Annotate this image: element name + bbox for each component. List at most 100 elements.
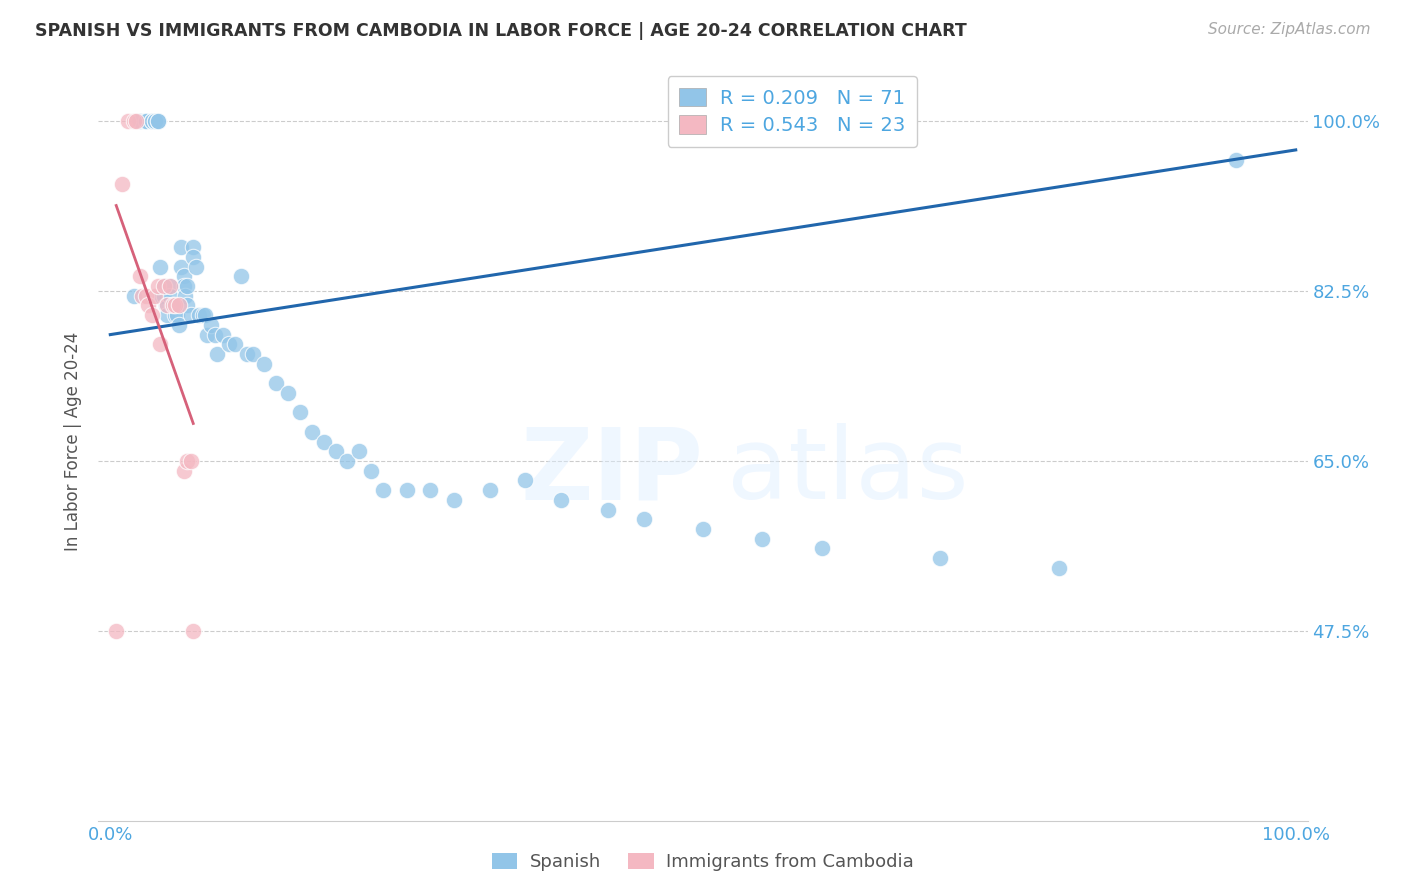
- Point: [129, 269, 152, 284]
- Point: [224, 337, 246, 351]
- Point: [117, 113, 139, 128]
- Legend: R = 0.209   N = 71, R = 0.543   N = 23: R = 0.209 N = 71, R = 0.543 N = 23: [668, 76, 917, 147]
- Point: [598, 502, 620, 516]
- Point: [277, 386, 299, 401]
- Point: [395, 483, 418, 497]
- Point: [176, 454, 198, 468]
- Point: [155, 298, 177, 312]
- Point: [146, 279, 169, 293]
- Point: [159, 279, 181, 293]
- Point: [325, 444, 347, 458]
- Point: [173, 464, 195, 478]
- Point: [235, 347, 257, 361]
- Point: [159, 289, 181, 303]
- Point: [205, 347, 228, 361]
- Point: [336, 454, 359, 468]
- Point: [135, 289, 157, 303]
- Point: [141, 113, 163, 128]
- Point: [150, 289, 173, 303]
- Point: [167, 298, 190, 312]
- Point: [149, 260, 172, 274]
- Point: [122, 289, 145, 303]
- Point: [218, 337, 240, 351]
- Point: [176, 298, 198, 312]
- Point: [129, 113, 152, 128]
- Point: [197, 327, 219, 342]
- Point: [264, 376, 287, 391]
- Point: [443, 492, 465, 507]
- Point: [167, 318, 190, 332]
- Point: [810, 541, 832, 556]
- Point: [143, 113, 166, 128]
- Point: [360, 464, 382, 478]
- Point: [181, 240, 204, 254]
- Point: [160, 298, 183, 312]
- Point: [111, 177, 134, 191]
- Point: [156, 298, 179, 312]
- Point: [152, 279, 174, 293]
- Point: [751, 532, 773, 546]
- Point: [181, 624, 204, 639]
- Point: [550, 492, 572, 507]
- Point: [312, 434, 335, 449]
- Point: [143, 113, 166, 128]
- Y-axis label: In Labor Force | Age 20-24: In Labor Force | Age 20-24: [65, 332, 83, 551]
- Point: [515, 474, 537, 488]
- Point: [159, 279, 181, 293]
- Point: [229, 269, 252, 284]
- Point: [242, 347, 264, 361]
- Point: [191, 308, 214, 322]
- Point: [141, 308, 163, 322]
- Point: [419, 483, 441, 497]
- Point: [371, 483, 394, 497]
- Point: [180, 308, 202, 322]
- Point: [170, 240, 193, 254]
- Point: [174, 289, 197, 303]
- Point: [633, 512, 655, 526]
- Point: [478, 483, 501, 497]
- Point: [170, 260, 193, 274]
- Point: [156, 308, 179, 322]
- Point: [152, 289, 174, 303]
- Point: [136, 298, 159, 312]
- Point: [105, 624, 128, 639]
- Point: [1225, 153, 1247, 167]
- Point: [149, 337, 172, 351]
- Point: [165, 298, 187, 312]
- Point: [125, 113, 148, 128]
- Text: SPANISH VS IMMIGRANTS FROM CAMBODIA IN LABOR FORCE | AGE 20-24 CORRELATION CHART: SPANISH VS IMMIGRANTS FROM CAMBODIA IN L…: [35, 22, 967, 40]
- Text: ZIP: ZIP: [520, 424, 703, 520]
- Point: [176, 279, 198, 293]
- Point: [180, 454, 202, 468]
- Point: [122, 113, 145, 128]
- Point: [173, 269, 195, 284]
- Point: [929, 551, 952, 566]
- Text: atlas: atlas: [727, 424, 969, 520]
- Point: [194, 308, 217, 322]
- Text: Source: ZipAtlas.com: Source: ZipAtlas.com: [1208, 22, 1371, 37]
- Point: [131, 289, 153, 303]
- Point: [288, 405, 311, 419]
- Point: [184, 260, 207, 274]
- Point: [135, 113, 157, 128]
- Point: [165, 308, 187, 322]
- Point: [141, 113, 163, 128]
- Point: [166, 308, 188, 322]
- Point: [146, 113, 169, 128]
- Point: [143, 289, 166, 303]
- Point: [188, 308, 211, 322]
- Point: [152, 279, 174, 293]
- Point: [204, 327, 226, 342]
- Point: [146, 113, 169, 128]
- Point: [212, 327, 235, 342]
- Legend: Spanish, Immigrants from Cambodia: Spanish, Immigrants from Cambodia: [485, 846, 921, 879]
- Point: [173, 279, 195, 293]
- Point: [347, 444, 370, 458]
- Point: [692, 522, 714, 536]
- Point: [200, 318, 222, 332]
- Point: [162, 298, 184, 312]
- Point: [301, 425, 323, 439]
- Point: [253, 357, 276, 371]
- Point: [181, 250, 204, 264]
- Point: [135, 113, 157, 128]
